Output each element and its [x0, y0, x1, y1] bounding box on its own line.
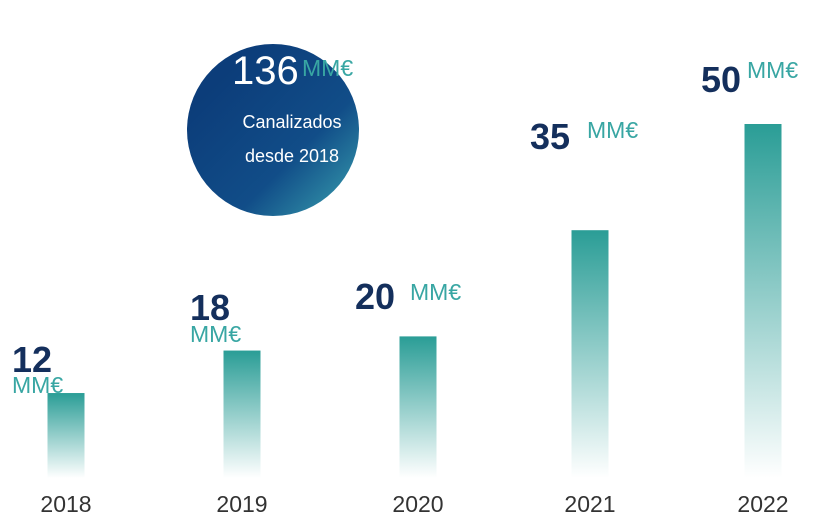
value-label: 35	[530, 116, 570, 157]
value-label: 50	[701, 59, 741, 100]
unit-label: MM€	[410, 279, 461, 305]
bar	[47, 393, 85, 478]
value-label: 18	[190, 287, 230, 328]
x-tick-label: 2021	[564, 491, 615, 516]
unit-label: MM€	[587, 117, 638, 143]
bar	[399, 336, 437, 478]
description: desde 2018	[245, 146, 339, 166]
unit-label: MM€	[747, 57, 798, 83]
bar	[571, 230, 609, 478]
total-unit: MM€	[302, 55, 353, 81]
total-circle	[187, 44, 359, 216]
x-tick-label: 2022	[737, 491, 788, 516]
bar	[223, 350, 261, 478]
total-value: 136	[232, 49, 299, 93]
x-tick-label: 2019	[216, 491, 267, 516]
description: Canalizados	[242, 112, 341, 132]
value-label: 12	[12, 339, 52, 380]
bar	[744, 124, 782, 478]
x-tick-label: 2020	[392, 491, 443, 516]
unit-label: MM€	[12, 372, 63, 398]
unit-label: MM€	[190, 321, 241, 347]
x-tick-label: 2018	[40, 491, 91, 516]
value-label: 20	[355, 276, 395, 317]
